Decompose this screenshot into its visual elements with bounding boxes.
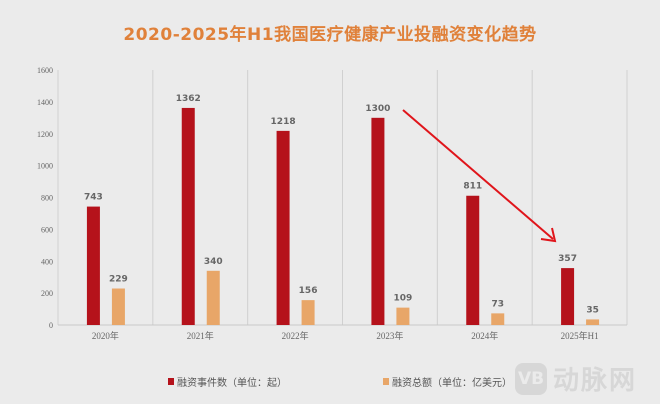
- data-label: 156: [299, 286, 318, 296]
- bar-events: [561, 268, 575, 325]
- y-tick-label: 1200: [37, 130, 53, 139]
- data-label: 1218: [271, 117, 296, 127]
- y-tick-label: 1000: [37, 162, 53, 171]
- legend-label-amount: 融资总额（单位：亿美元）: [392, 378, 512, 389]
- trend-arrow-head-icon: [540, 227, 557, 243]
- y-tick-label: 0: [49, 321, 53, 330]
- bar-amount: [396, 307, 410, 325]
- x-tick-label: 2023年: [376, 330, 403, 341]
- chart-title: 2020-2025年H1我国医疗健康产业投融资变化趋势: [123, 25, 537, 45]
- bar-amount: [301, 300, 315, 325]
- legend-label-events: 融资事件数（单位：起）: [177, 378, 287, 389]
- data-label: 811: [463, 182, 482, 192]
- x-tick-label: 2024年: [471, 330, 498, 341]
- data-label: 743: [84, 193, 103, 203]
- data-label: 1300: [365, 104, 390, 114]
- bar-amount: [206, 270, 220, 325]
- x-tick-label: 2021年: [187, 330, 214, 341]
- x-tick-label: 2025年H1: [561, 330, 599, 341]
- y-tick-label: 1600: [37, 66, 53, 75]
- trend-arrow: [402, 109, 554, 240]
- bar-events: [276, 130, 290, 325]
- bar-amount: [491, 313, 505, 325]
- watermark-logo-icon: VB: [515, 362, 547, 395]
- x-tick-label: 2020年: [92, 330, 119, 341]
- y-tick-label: 600: [41, 225, 53, 234]
- y-tick-label: 1400: [37, 98, 53, 107]
- data-label: 340: [204, 257, 223, 267]
- data-label: 109: [394, 294, 413, 304]
- watermark: VB 动脉网: [515, 360, 637, 397]
- legend-swatch-amount: [383, 378, 389, 385]
- bar-events: [181, 107, 195, 326]
- x-tick-label: 2022年: [282, 330, 309, 341]
- data-label: 35: [586, 305, 599, 315]
- y-tick-label: 400: [41, 257, 53, 266]
- y-tick-label: 200: [41, 289, 53, 298]
- legend-swatch-events: [168, 378, 174, 385]
- data-label: 229: [109, 275, 128, 285]
- bar-events: [466, 195, 480, 325]
- bar-amount: [111, 288, 125, 325]
- data-label: 1362: [176, 94, 201, 104]
- data-label: 357: [558, 254, 577, 264]
- legend-item-events: 融资事件数（单位：起）: [168, 374, 287, 389]
- watermark-text: 动脉网: [553, 366, 638, 396]
- bar-events: [371, 117, 385, 325]
- bar-amount: [586, 319, 600, 325]
- y-tick-label: 800: [41, 194, 53, 203]
- bar-events: [86, 206, 100, 325]
- legend-item-amount: 融资总额（单位：亿美元）: [383, 374, 512, 389]
- data-label: 73: [491, 299, 504, 309]
